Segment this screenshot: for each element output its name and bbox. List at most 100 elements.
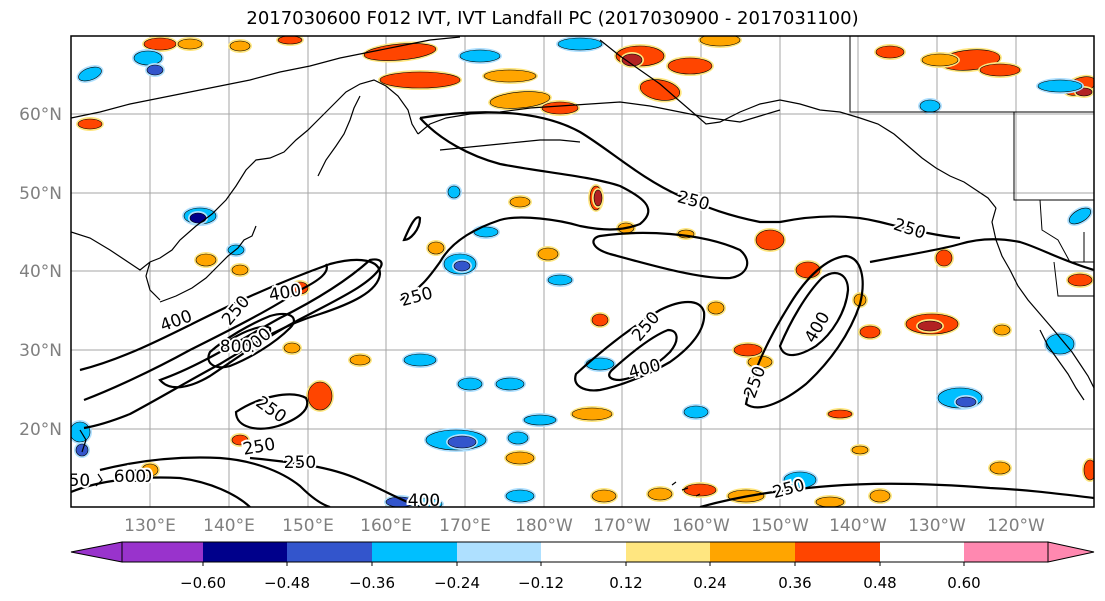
korea-coast bbox=[145, 261, 161, 301]
anomaly-patch bbox=[505, 451, 535, 465]
contour-label-halo: 600 bbox=[114, 467, 146, 487]
longitude-label: 180°W bbox=[515, 516, 573, 536]
anomaly-patch bbox=[989, 461, 1011, 475]
anomaly-patch bbox=[1037, 79, 1083, 93]
colorbar bbox=[70, 541, 1095, 563]
contour-label-halo: 250 bbox=[284, 453, 316, 473]
anomaly-patch bbox=[71, 421, 91, 443]
colorbar-segment bbox=[541, 542, 626, 562]
colorbar-tick-label: −0.36 bbox=[349, 574, 395, 592]
contour-label: 400 bbox=[408, 491, 440, 511]
colorbar-segment bbox=[122, 542, 203, 562]
anomaly-patch bbox=[541, 101, 579, 115]
contour-label-halo: 400 bbox=[408, 491, 440, 511]
colorbar-segment bbox=[964, 542, 1048, 562]
anomaly-patch bbox=[667, 57, 713, 75]
anomaly-patch bbox=[639, 79, 681, 101]
colorbar-outline bbox=[121, 541, 1049, 563]
baja-coast bbox=[1039, 329, 1085, 401]
anomaly-patch bbox=[77, 118, 103, 130]
anomaly-patch bbox=[919, 99, 941, 113]
longitude-label: 160°E bbox=[360, 516, 412, 536]
colorbar-segment bbox=[203, 542, 287, 562]
colorbar-tick-label: 0.60 bbox=[947, 574, 980, 592]
longitude-label: 140°W bbox=[829, 516, 887, 536]
anomaly-patch bbox=[403, 353, 437, 367]
colorbar-extend-max bbox=[1047, 541, 1095, 563]
anomaly-patch bbox=[349, 354, 371, 366]
anomaly-patch bbox=[509, 196, 531, 208]
anomaly-patch bbox=[427, 241, 445, 255]
anomaly-patch bbox=[979, 63, 1021, 77]
longitude-label: 150°W bbox=[751, 516, 809, 536]
longitude-label: 170°W bbox=[593, 516, 651, 536]
colorbar-segment bbox=[710, 542, 795, 562]
colorbar-segment bbox=[795, 542, 880, 562]
anomaly-patch bbox=[507, 431, 529, 445]
colorbar-tick-label: −0.48 bbox=[264, 574, 310, 592]
contour-label: 600 bbox=[114, 467, 146, 487]
anomaly-patch bbox=[459, 49, 501, 63]
anomaly-patch bbox=[699, 36, 741, 47]
latitude-label: 30°N bbox=[19, 341, 62, 361]
contour-label: 400 bbox=[120, 467, 152, 487]
anomaly-patch bbox=[593, 189, 603, 207]
colorbar-tick-label: 0.48 bbox=[863, 574, 896, 592]
ivt-contours bbox=[71, 111, 1094, 507]
anomaly-patch bbox=[935, 249, 953, 267]
anomaly-patch bbox=[291, 281, 309, 295]
anomaly-patch bbox=[495, 377, 525, 391]
anomaly-patch bbox=[447, 185, 461, 199]
colorbar-tick-label: −0.60 bbox=[180, 574, 226, 592]
longitude-label: 140°E bbox=[203, 516, 255, 536]
alaska-coast bbox=[599, 39, 997, 209]
anomaly-patch bbox=[133, 50, 163, 66]
anomaly-patch bbox=[78, 66, 102, 82]
anomaly-patch bbox=[195, 253, 217, 267]
colorbar-tick-label: −0.12 bbox=[518, 574, 564, 592]
ivt-shading bbox=[71, 36, 1094, 507]
anomaly-patch bbox=[647, 487, 673, 501]
contour-label-halo: 800 bbox=[220, 337, 252, 357]
colorbar-tick-label: 0.24 bbox=[693, 574, 726, 592]
anomaly-patch bbox=[379, 71, 461, 89]
anomaly-patch bbox=[875, 45, 905, 59]
anomaly-patch bbox=[921, 53, 959, 67]
contour-label: 250 bbox=[284, 453, 316, 473]
anomaly-patch bbox=[489, 91, 551, 109]
coastlines bbox=[71, 36, 1094, 497]
east-asia-coast bbox=[71, 79, 419, 271]
longitude-label: 120°W bbox=[987, 516, 1045, 536]
anomaly-patch bbox=[231, 434, 249, 446]
colorbar-tick-label: −0.24 bbox=[434, 574, 480, 592]
anomaly-patch bbox=[733, 343, 763, 357]
anomaly-patch bbox=[585, 357, 615, 371]
anomaly-patch bbox=[537, 247, 559, 261]
contour-label-halo: 400 bbox=[120, 467, 152, 487]
japan-coast bbox=[159, 225, 257, 303]
anomaly-patch bbox=[146, 64, 164, 76]
longitude-label: 130°E bbox=[124, 516, 176, 536]
anomaly-patch bbox=[955, 396, 977, 408]
anomaly-patch bbox=[591, 489, 617, 503]
colorbar-segment bbox=[372, 542, 457, 562]
aleutian-islands bbox=[439, 139, 581, 151]
anomaly-patch bbox=[363, 43, 437, 61]
anomaly-patch bbox=[1045, 333, 1075, 355]
colorbar-segment bbox=[457, 542, 541, 562]
contour-label: 800 bbox=[220, 337, 252, 357]
colorbar-extend-min bbox=[70, 541, 123, 563]
north-america-coast bbox=[991, 207, 1094, 389]
kamchatka-coast bbox=[317, 95, 361, 177]
political-boundaries bbox=[849, 36, 1094, 297]
anomaly-patch bbox=[917, 320, 943, 332]
contour-label: 250 bbox=[58, 471, 90, 491]
longitude-label: 130°W bbox=[908, 516, 966, 536]
anomaly-patch bbox=[283, 342, 301, 354]
anomaly-patch bbox=[385, 496, 415, 507]
map-title: 2017030600 F012 IVT, IVT Landfall PC (20… bbox=[246, 8, 859, 29]
anomaly-patch bbox=[1068, 207, 1092, 225]
anomaly-patch bbox=[815, 496, 845, 507]
anomaly-patch bbox=[993, 324, 1011, 336]
